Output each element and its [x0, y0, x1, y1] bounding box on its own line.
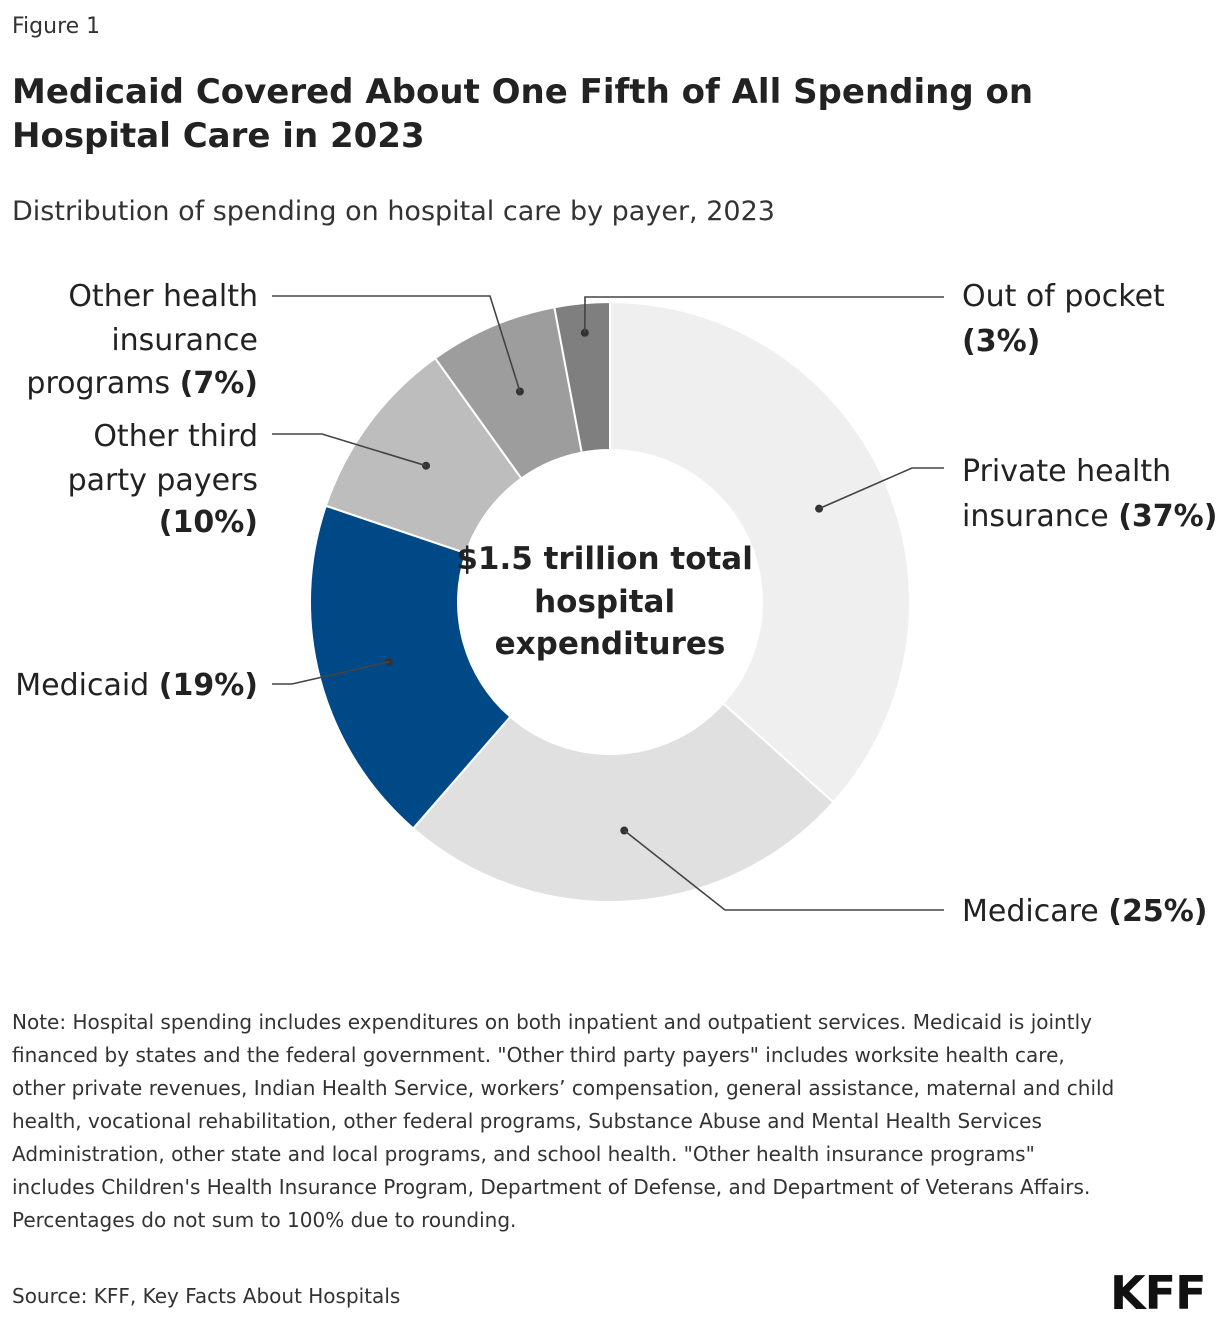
- leader-line-medicare: [623, 829, 944, 911]
- leader-line-other-health-insurance-programs: [272, 295, 521, 392]
- label-other-health-insurance-programs: Other health insurance programs (7%): [26, 279, 258, 401]
- label-medicare: Medicare (25%): [962, 894, 1208, 929]
- leader-line-other-third-party-payers: [272, 433, 427, 467]
- leader-line-medicaid: [272, 661, 390, 685]
- slice-medicare: [411, 702, 835, 903]
- label-private-health-insurance: Private health insurance (37%): [962, 454, 1217, 534]
- source-line: Source: KFF, Key Facts About Hospitals: [12, 1284, 401, 1308]
- center-label-line-3: expenditures: [495, 626, 726, 662]
- slice-private-health-insurance: [609, 300, 911, 804]
- slice-out-of-pocket: [553, 300, 611, 454]
- chart-title: Medicaid Covered About One Fifth of All …: [12, 72, 1034, 156]
- leader-line-private-health-insurance: [818, 467, 944, 510]
- center-label: $1.5 trillion total hospital expenditure…: [456, 541, 763, 662]
- center-label-line-2: hospital: [534, 584, 675, 620]
- label-out-of-pocket: Out of pocket (3%): [962, 279, 1165, 359]
- donut-chart: Private health insurance (37%) Medicare (2…: [15, 279, 1217, 929]
- footnote: Note: Hospital spending includes expendi…: [12, 1010, 1115, 1232]
- chart-subtitle: Distribution of spending on hospital car…: [12, 196, 775, 227]
- figure-label: Figure 1: [12, 14, 101, 39]
- kff-logo: KFF: [1110, 1266, 1206, 1320]
- leader-line-out-of-pocket: [584, 296, 944, 333]
- label-medicaid: Medicaid (19%): [15, 668, 258, 703]
- slice-medicaid: [309, 504, 512, 830]
- center-label-line-1: $1.5 trillion total: [456, 541, 753, 577]
- label-other-third-party-payers: Other third party payers (10%): [68, 419, 258, 540]
